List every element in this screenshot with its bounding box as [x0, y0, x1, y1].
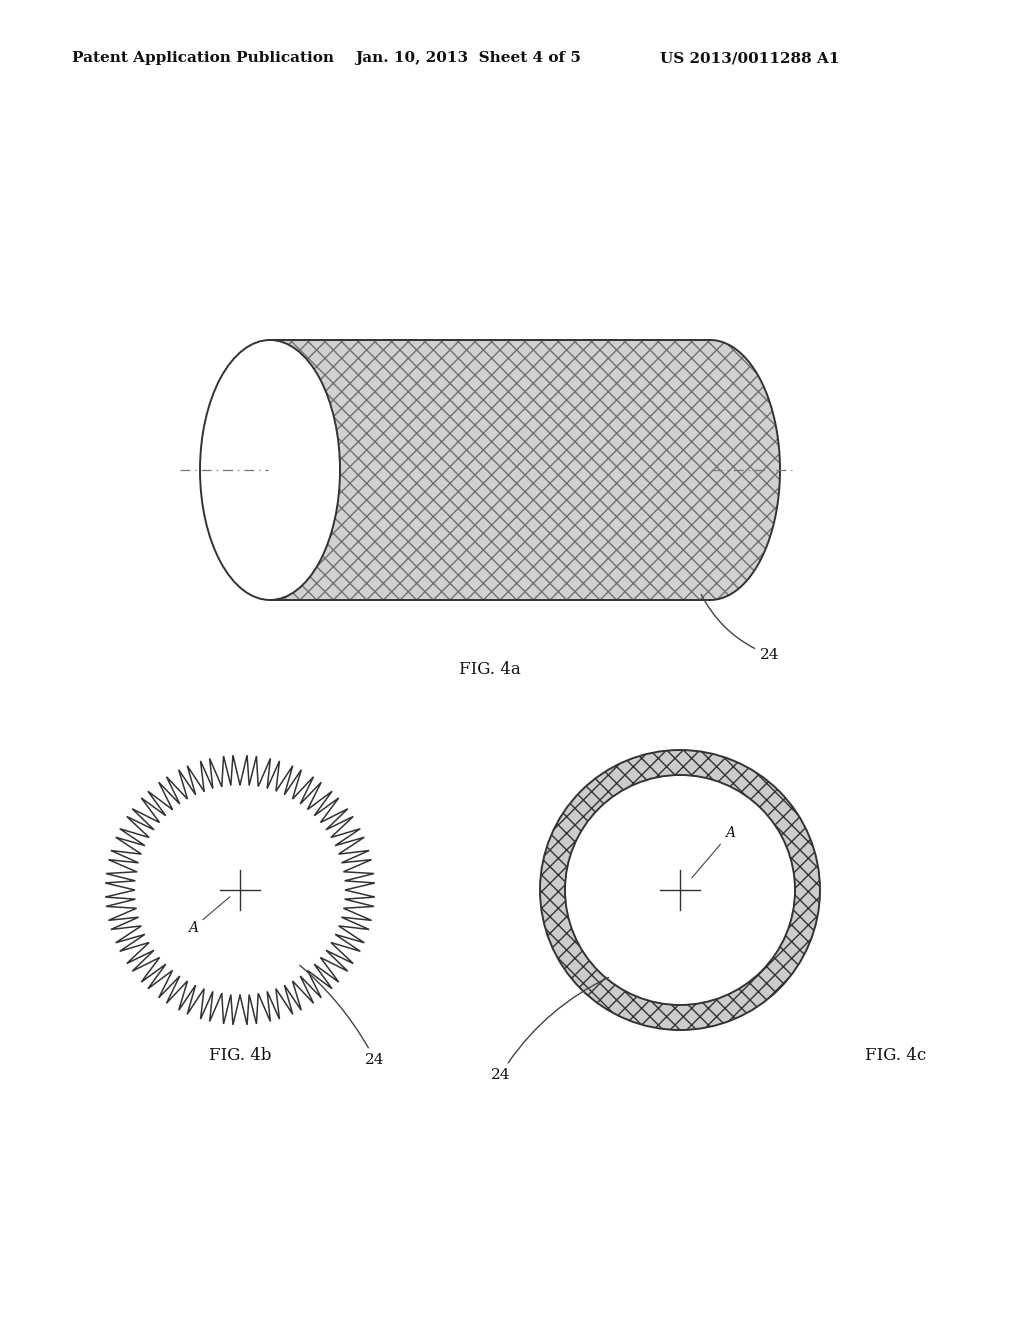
Text: A: A: [188, 896, 229, 935]
Circle shape: [540, 750, 820, 1030]
Text: A: A: [692, 826, 735, 878]
Ellipse shape: [200, 341, 340, 601]
Circle shape: [565, 775, 795, 1005]
Text: Jan. 10, 2013  Sheet 4 of 5: Jan. 10, 2013 Sheet 4 of 5: [355, 51, 581, 65]
Text: FIG. 4b: FIG. 4b: [209, 1047, 271, 1064]
Text: 24: 24: [490, 977, 608, 1082]
Text: 24: 24: [300, 965, 385, 1067]
Text: FIG. 4a: FIG. 4a: [459, 661, 521, 678]
Text: US 2013/0011288 A1: US 2013/0011288 A1: [660, 51, 840, 65]
Text: 24: 24: [701, 594, 779, 663]
Text: FIG. 4c: FIG. 4c: [865, 1047, 927, 1064]
Polygon shape: [200, 341, 780, 601]
Text: Patent Application Publication: Patent Application Publication: [72, 51, 334, 65]
Circle shape: [135, 785, 345, 995]
Polygon shape: [105, 755, 375, 1024]
Polygon shape: [200, 341, 780, 601]
